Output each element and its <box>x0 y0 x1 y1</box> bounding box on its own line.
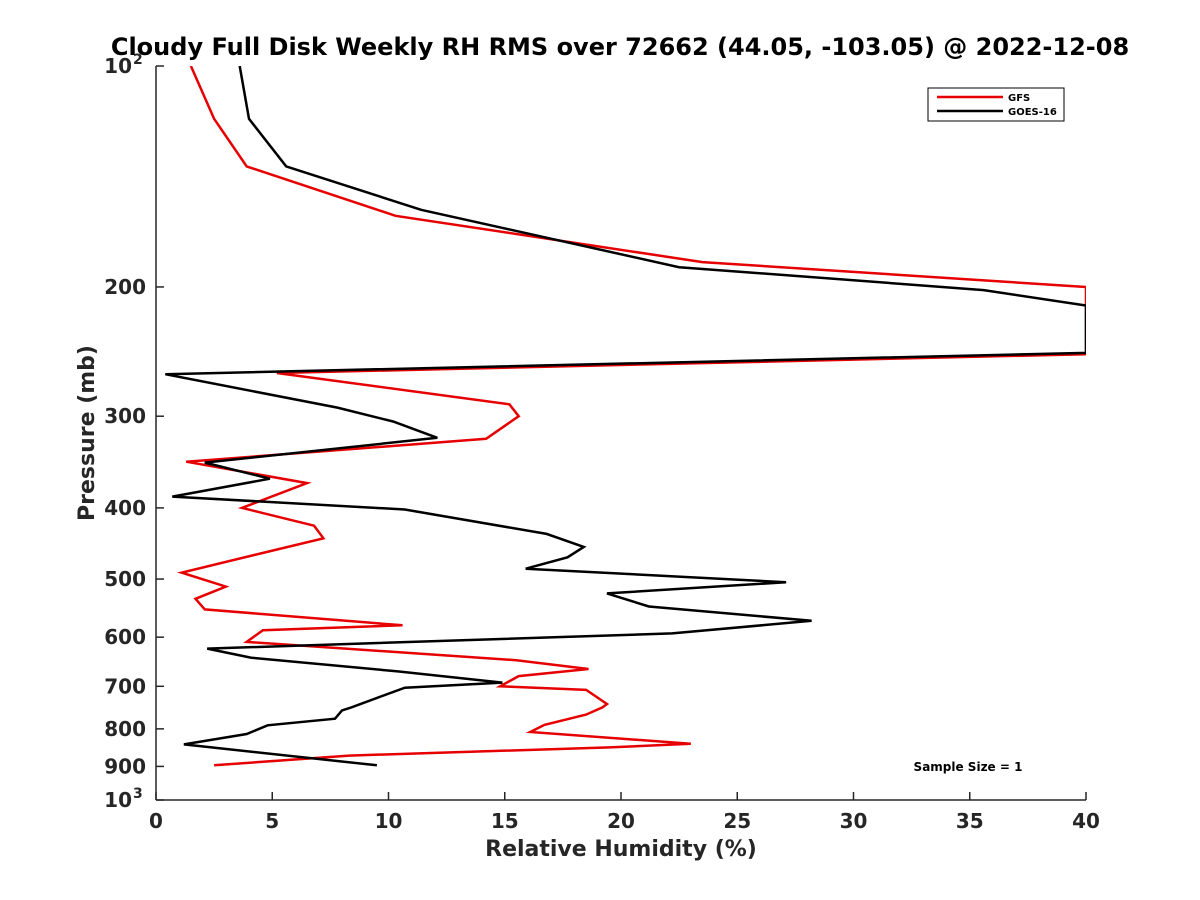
x-ticks: 0 5 10 15 20 25 30 35 40 <box>149 792 1100 833</box>
x-axis-label: Relative Humidity (%) <box>485 837 757 862</box>
x-tick-label: 35 <box>956 809 984 833</box>
x-tick-label: 25 <box>723 809 751 833</box>
y-tick-label: 600 <box>104 625 146 649</box>
legend-label-gfs: GFS <box>1008 93 1030 104</box>
y-tick-label: 700 <box>104 674 146 698</box>
series-line-gfs <box>176 66 1086 767</box>
x-tick-label: 30 <box>840 809 868 833</box>
legend: GFS GOES-16 <box>927 87 1065 122</box>
chart-title: Cloudy Full Disk Weekly RH RMS over 7266… <box>111 33 1129 61</box>
y-tick-label: 300 <box>104 404 146 428</box>
y-tick-label: 500 <box>104 567 146 591</box>
series-layer <box>165 66 1086 767</box>
y-tick-label: 200 <box>104 275 146 299</box>
legend-box <box>927 87 1065 122</box>
series-line-goes16 <box>165 66 1086 767</box>
x-tick-label: 0 <box>149 809 163 833</box>
y-axis-label: Pressure (mb) <box>75 345 100 521</box>
x-tick-label: 15 <box>491 809 519 833</box>
y-tick-label: 800 <box>104 717 146 741</box>
y-tick-exponent: 2 <box>133 52 143 68</box>
x-tick-label: 5 <box>265 809 279 833</box>
plot-area: 0 5 10 15 20 25 30 35 40 10 220030040050060070080… <box>104 52 1100 833</box>
y-tick-label: 400 <box>104 496 146 520</box>
y-tick-label: 900 <box>104 754 146 778</box>
y-tick-exponent: 3 <box>133 786 143 802</box>
x-tick-label: 40 <box>1072 809 1100 833</box>
legend-label-goes16: GOES-16 <box>1008 107 1057 118</box>
x-tick-label: 10 <box>375 809 403 833</box>
x-tick-label: 20 <box>607 809 635 833</box>
y-tick-label: 10 <box>104 54 132 78</box>
y-tick-label: 10 <box>104 788 132 812</box>
sample-size-annotation: Sample Size = 1 <box>914 760 1023 774</box>
